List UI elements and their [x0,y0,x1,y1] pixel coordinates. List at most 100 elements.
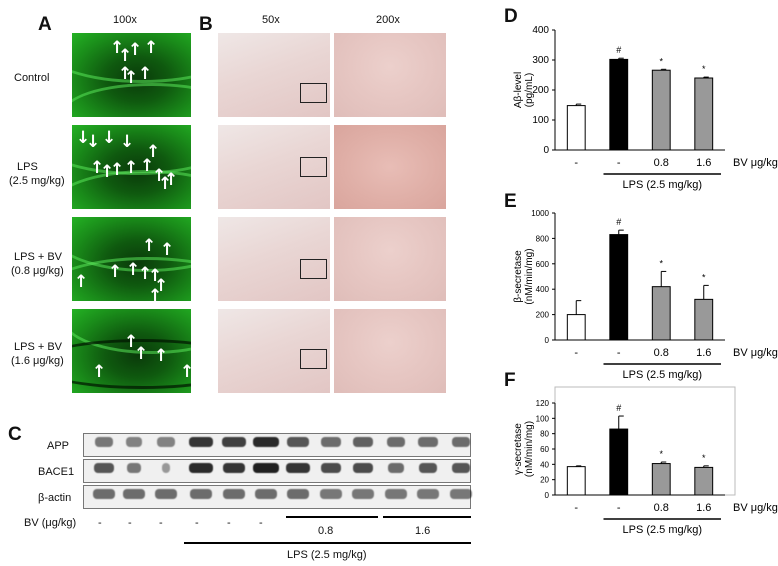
blot-lps-line [184,542,471,544]
y-tick-label: 600 [536,260,550,269]
group-label: LPS (2.5 mg/kg) [623,179,702,191]
white-arrow-icon: ↑ [118,46,133,66]
blot-band [95,437,113,447]
blot-band [287,437,309,447]
blot-band [189,463,213,473]
blot-label-app: APP [47,440,70,452]
blot-band [253,437,279,447]
blot-band [353,437,373,447]
x-tick-label: - [574,502,578,514]
white-arrow-icon: ↑ [108,262,123,282]
blot-bv-line-high [383,516,471,518]
blot-band [126,437,142,447]
y-tick-label: 200 [536,311,550,320]
white-arrow-icon: ↑ [74,272,89,292]
white-arrow-icon: ↑ [158,174,173,194]
white-arrow-icon: ↑ [148,286,163,306]
panelA-row-label-3: LPS + BV [14,251,63,263]
blot-band [385,489,407,499]
inset-box [300,349,327,369]
blot-bv-value-5: - [227,517,231,529]
blot-band [189,437,213,447]
panel-letter-a: A [38,14,52,35]
bar [651,286,671,341]
blot-band [287,489,309,499]
group-label: LPS (2.5 mg/kg) [623,369,702,381]
fluorescence-image-lps [72,125,191,209]
bar [609,234,629,341]
blot-label-bace1: BACE1 [38,466,75,478]
significance-mark: * [659,449,663,459]
y-tick-label: 300 [532,55,549,66]
blot-bv-value-4: - [195,517,199,529]
bar [609,58,629,151]
blot-band [286,463,310,473]
white-arrow-icon: ↑ [90,158,105,178]
white-arrow-icon: ↑ [180,362,195,382]
brightfield-50x-control [218,33,330,117]
blot-band [162,463,170,473]
y-axis-label: Aβ-level(pg/mL) [513,72,535,108]
blot-band [155,489,177,499]
y-axis-label-line: β-secretase [513,250,524,303]
x-tick-label: 1.6 [696,502,711,514]
blot-bv-label: BV (μg/kg) [24,517,77,529]
white-arrow-icon: ↑ [164,170,179,190]
x-suffix-label: BV μg/kg [733,347,778,359]
blot-band [223,489,245,499]
panelA-row-label-2b: (2.5 mg/kg) [9,175,65,187]
white-arrow-icon: ↑ [118,64,133,84]
brightfield-200x-bv-high [334,309,446,393]
blot-bv-value-low: 0.8 [318,525,334,537]
white-arrow-icon: ↑ [138,264,153,284]
brightfield-50x-bv-high [218,309,330,393]
y-tick-label: 100 [532,115,549,126]
white-arrow-icon: ↓ [102,128,117,148]
blot-bv-value-high: 1.6 [415,525,431,537]
x-tick-label: 1.6 [696,157,711,169]
blot-band [127,463,141,473]
white-arrow-icon: ↑ [92,362,107,382]
white-arrow-icon: ↑ [124,158,139,178]
white-arrow-icon: ↑ [134,344,149,364]
x-suffix-label: BV μg/kg [733,157,778,169]
bar [694,466,714,496]
blot-band [157,437,175,447]
significance-mark: * [702,64,706,74]
x-tick-label: - [574,347,578,359]
white-arrow-icon: ↓ [120,132,135,152]
panelA-row-label-4b: (1.6 μg/kg) [11,355,64,367]
blot-band [190,489,212,499]
blot-band [418,437,438,447]
blot-band [452,437,470,447]
blot-band [94,463,114,473]
white-arrow-icon: ↓ [76,128,91,148]
white-arrow-icon: ↑ [148,266,163,286]
significance-mark: # [616,217,621,227]
x-tick-label: 0.8 [654,502,669,514]
white-arrow-icon: ↑ [128,40,143,60]
y-axis-label-unit: (nM/min/mg) [524,248,535,304]
x-tick-label: - [617,347,621,359]
brightfield-50x-bv-low [218,217,330,301]
bar [566,314,586,341]
panel-letter-e: E [504,191,517,212]
panelA-row-label-2: LPS [17,161,38,173]
bar [694,77,714,151]
y-tick-label: 40 [540,460,549,469]
y-axis-label-unit: (nM/min/mg) [524,421,535,477]
blot-band [255,489,277,499]
y-tick-label: 100 [536,414,550,423]
group-label: LPS (2.5 mg/kg) [623,524,702,536]
x-tick-label: - [574,157,578,169]
y-tick-label: 0 [543,145,549,156]
blot-band [387,437,405,447]
white-arrow-icon: ↓ [86,132,101,152]
y-tick-label: 400 [536,285,550,294]
blot-band [450,489,472,499]
x-tick-label: - [617,502,621,514]
panelB-mag-left: 50x [262,14,280,26]
blot-band [321,437,341,447]
bar [694,298,714,341]
